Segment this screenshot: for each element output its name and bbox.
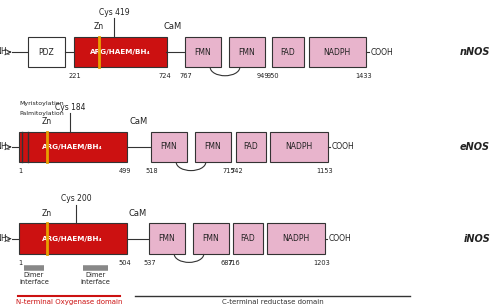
Bar <box>229 37 265 67</box>
Text: C-terminal reductase domain: C-terminal reductase domain <box>222 299 324 305</box>
Text: 518: 518 <box>146 168 158 174</box>
Bar <box>151 132 187 162</box>
Text: COOH: COOH <box>332 142 355 151</box>
Text: 716: 716 <box>228 260 240 266</box>
Bar <box>272 37 304 67</box>
Text: 221: 221 <box>68 73 82 80</box>
Text: FAD: FAD <box>244 142 258 151</box>
Text: N-terminal Oxygenase domain: N-terminal Oxygenase domain <box>16 299 122 305</box>
Text: 504: 504 <box>118 260 132 266</box>
Text: 949: 949 <box>256 73 269 80</box>
Text: NADPH: NADPH <box>324 47 351 57</box>
Text: CaM: CaM <box>129 209 147 218</box>
Text: FMN: FMN <box>238 47 256 57</box>
Text: Dimer
interface: Dimer interface <box>19 272 49 285</box>
Bar <box>236 132 266 162</box>
Text: 742: 742 <box>230 168 243 174</box>
Text: CaM: CaM <box>130 117 148 126</box>
Bar <box>19 132 126 162</box>
Text: Zn: Zn <box>94 22 104 31</box>
Text: 1: 1 <box>18 260 22 266</box>
Text: Cys 200: Cys 200 <box>60 195 92 203</box>
Bar <box>28 37 65 67</box>
Text: 1433: 1433 <box>356 73 372 80</box>
Text: Zn: Zn <box>42 209 51 218</box>
Bar <box>185 37 221 67</box>
Text: COOH: COOH <box>328 234 351 243</box>
Text: NADPH: NADPH <box>285 142 312 151</box>
Text: 1153: 1153 <box>316 168 334 174</box>
Text: PDZ: PDZ <box>38 47 54 57</box>
Text: eNOS: eNOS <box>460 142 490 152</box>
Text: Zn: Zn <box>42 117 51 126</box>
Text: Cys 184: Cys 184 <box>55 103 85 112</box>
Text: FMN: FMN <box>194 47 212 57</box>
Text: Myristoylation: Myristoylation <box>19 101 64 106</box>
Text: FAD: FAD <box>280 47 295 57</box>
Text: nNOS: nNOS <box>460 47 490 57</box>
Text: 950: 950 <box>266 73 279 80</box>
Bar <box>233 223 263 254</box>
Text: 1: 1 <box>18 168 22 174</box>
Text: iNOS: iNOS <box>463 234 490 244</box>
Text: NH$_2$: NH$_2$ <box>0 46 11 58</box>
Text: Cys 419: Cys 419 <box>98 8 130 17</box>
Text: 687: 687 <box>220 260 234 266</box>
Text: CaM: CaM <box>164 22 182 31</box>
Bar <box>19 223 126 254</box>
Bar <box>74 37 166 67</box>
Text: NH$_2$: NH$_2$ <box>0 141 11 153</box>
Text: 724: 724 <box>158 73 172 80</box>
Text: 537: 537 <box>144 260 156 266</box>
Bar <box>149 223 185 254</box>
Bar <box>193 223 229 254</box>
Text: NADPH: NADPH <box>282 234 310 243</box>
Text: NH$_2$: NH$_2$ <box>0 233 11 245</box>
Text: 499: 499 <box>119 168 131 174</box>
Bar <box>308 37 366 67</box>
Text: FMN: FMN <box>158 234 176 243</box>
Text: FMN: FMN <box>204 142 222 151</box>
Bar <box>270 132 328 162</box>
Bar <box>267 223 324 254</box>
Text: FMN: FMN <box>202 234 220 243</box>
Text: FAD: FAD <box>240 234 256 243</box>
Text: ARG/HAEM/BH₄: ARG/HAEM/BH₄ <box>90 49 150 55</box>
Text: Palmitoylation: Palmitoylation <box>19 111 64 116</box>
Bar <box>195 132 231 162</box>
Text: FMN: FMN <box>160 142 178 151</box>
Text: COOH: COOH <box>371 47 394 57</box>
Text: Dimer
interface: Dimer interface <box>80 272 110 285</box>
Text: 715: 715 <box>222 168 235 174</box>
Text: 1203: 1203 <box>314 260 330 266</box>
Text: ARG/HAEM/BH₄: ARG/HAEM/BH₄ <box>42 144 103 150</box>
Text: ARG/HAEM/BH₄: ARG/HAEM/BH₄ <box>42 236 103 242</box>
Text: 767: 767 <box>180 73 192 80</box>
